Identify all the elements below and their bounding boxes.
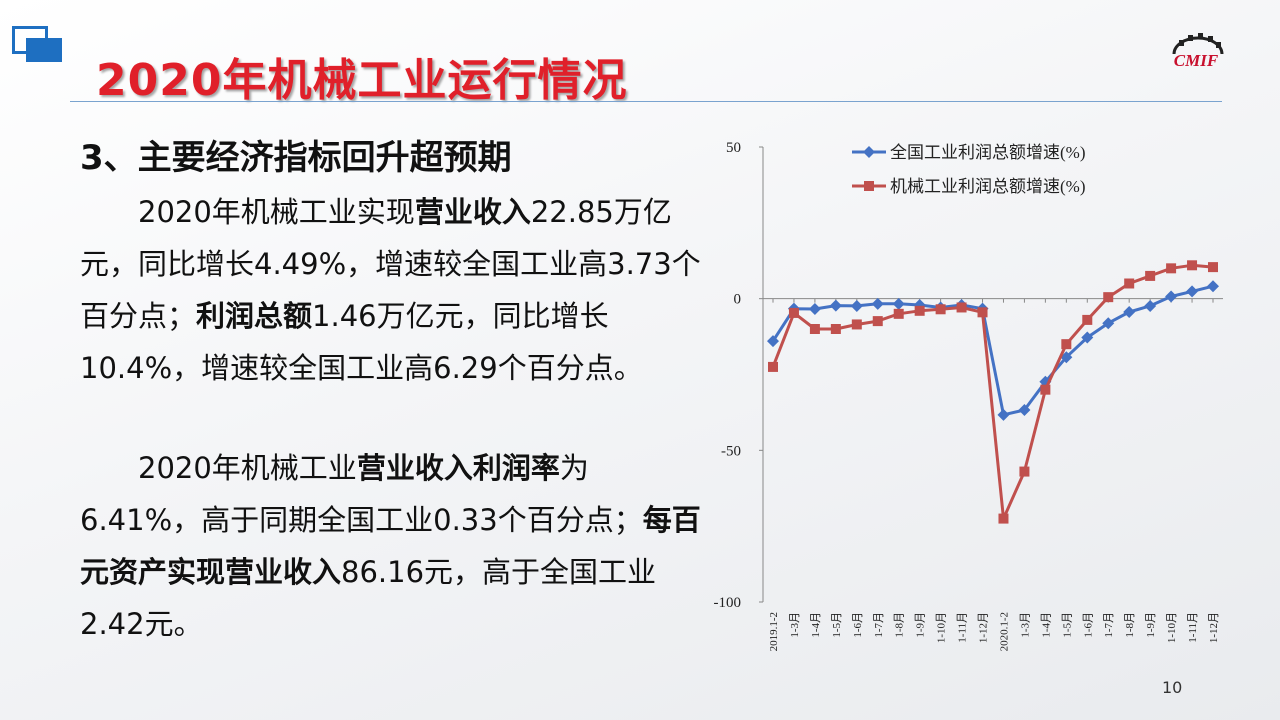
para2-text-3: 86.16元，高于全国工业2.42元。 <box>80 555 657 641</box>
para2-bold-1: 营业收入利润率 <box>356 451 560 485</box>
x-tick-label: 1-3月 <box>789 612 801 638</box>
data-point-diamond <box>1018 403 1031 416</box>
data-point-diamond <box>767 335 779 348</box>
data-point-diamond <box>1102 317 1115 330</box>
para1-text-1: 2020年机械工业实现 <box>80 195 415 229</box>
data-point-square <box>956 302 967 313</box>
data-point-square <box>1103 292 1114 303</box>
para1-text-3: 1.46万亿元，同比增长10.4%，增速较全国工业高6.29个百分点。 <box>80 299 643 385</box>
data-point-diamond <box>1207 280 1219 293</box>
x-tick-label: 1-11月 <box>957 612 969 643</box>
data-point-square <box>768 361 778 372</box>
slide-logo-icon <box>12 26 62 62</box>
x-tick-label: 1-12月 <box>978 612 990 643</box>
data-point-square <box>1124 278 1135 289</box>
page-number: 10 <box>1162 678 1183 697</box>
section-heading: 3、主要经济指标回升超预期 <box>80 138 512 178</box>
data-point-square <box>1061 339 1072 350</box>
x-tick-label: 1-10月 <box>936 612 948 643</box>
slide-title: 2020年机械工业运行情况 <box>96 55 628 106</box>
para2-text-2: 为6.41%，高于同期全国工业0.33个百分点； <box>80 451 643 537</box>
para2-text-1: 2020年机械工业 <box>80 451 357 485</box>
x-tick-label: 1-8月 <box>1124 612 1136 638</box>
data-point-square <box>1187 260 1198 271</box>
brand-logo-text: CMIF <box>1174 51 1219 70</box>
y-tick-label: 0 <box>734 292 742 308</box>
para1-text-2: 22.85万亿元，同比增长4.49%，增速较全国工业高3.73个百分点； <box>80 195 701 333</box>
x-tick-label: 1-6月 <box>1082 612 1094 638</box>
data-point-diamond <box>1081 331 1094 344</box>
title-divider <box>70 101 1222 102</box>
paragraph-revenue-profit: 2020年机械工业实现营业收入22.85万亿元，同比增长4.49%，增速较全国工… <box>80 186 702 394</box>
y-tick-label: -50 <box>721 443 741 459</box>
para1-bold-2: 利润总额 <box>196 299 313 333</box>
data-point-diamond <box>1186 285 1199 298</box>
data-point-diamond <box>850 299 863 312</box>
data-point-diamond <box>892 297 905 310</box>
x-tick-label: 2019.1-2 <box>768 612 780 651</box>
x-tick-label: 1-11月 <box>1187 612 1199 643</box>
x-tick-label: 1-5月 <box>1061 612 1073 638</box>
y-tick-label: -100 <box>714 595 742 611</box>
data-point-square <box>1082 314 1093 325</box>
data-point-square <box>788 307 799 318</box>
data-point-square <box>1019 466 1030 477</box>
data-point-square <box>1208 262 1218 273</box>
x-tick-label: 1-10月 <box>1166 612 1178 643</box>
x-tick-label: 1-6月 <box>852 612 864 638</box>
legend-label: 全国工业利润总额增速(%) <box>890 143 1085 162</box>
x-tick-label: 1-7月 <box>1103 612 1115 638</box>
data-point-diamond <box>871 297 884 310</box>
series-line-1 <box>771 263 1214 521</box>
data-point-square <box>977 307 988 318</box>
data-point-square <box>935 304 946 315</box>
data-point-square <box>893 308 904 319</box>
data-point-square <box>830 324 841 334</box>
data-point-square <box>851 319 862 330</box>
data-point-diamond <box>829 299 842 312</box>
para2-bold-2: 每百元资产实现营业收入 <box>80 503 701 589</box>
paragraph-margin-assets: 2020年机械工业营业收入利润率为6.41%，高于同期全国工业0.33个百分点；… <box>80 442 702 650</box>
para1-bold-1: 营业收入 <box>414 195 531 229</box>
legend-marker-diamond <box>863 146 875 158</box>
data-point-diamond <box>1144 299 1157 312</box>
data-point-diamond <box>808 302 821 315</box>
x-tick-label: 1-4月 <box>1040 612 1052 638</box>
data-point-diamond <box>1165 290 1178 303</box>
data-point-square <box>998 513 1009 524</box>
data-point-square <box>809 324 820 334</box>
series-line-0 <box>771 284 1214 417</box>
data-point-diamond <box>997 408 1010 421</box>
x-tick-label: 1-9月 <box>915 612 927 638</box>
data-point-square <box>914 305 925 316</box>
cmif-logo-icon: CMIF <box>1172 33 1224 70</box>
legend-marker-square <box>864 181 874 191</box>
x-tick-label: 2020.1-2 <box>998 612 1010 651</box>
data-point-square <box>1166 263 1177 274</box>
data-point-square <box>1040 384 1051 395</box>
x-tick-label: 1-5月 <box>831 612 843 638</box>
profit-growth-line-chart: 50 0 -50 -100 2019.1-2 1-3月 1-4月 1-5月 1-6月 1-7月 1-… <box>714 140 1223 651</box>
x-tick-label: 1-9月 <box>1145 612 1157 638</box>
y-tick-label: 50 <box>726 140 741 156</box>
x-tick-label: 1-12月 <box>1208 612 1220 643</box>
x-tick-label: 1-4月 <box>810 612 822 638</box>
x-tick-label: 1-7月 <box>873 612 885 638</box>
data-point-diamond <box>1123 306 1136 319</box>
data-point-square <box>872 316 883 327</box>
x-tick-label: 1-8月 <box>894 612 906 638</box>
legend-label: 机械工业利润总额增速(%) <box>890 177 1085 196</box>
data-point-square <box>1145 270 1156 281</box>
x-tick-label: 1-3月 <box>1019 612 1031 638</box>
